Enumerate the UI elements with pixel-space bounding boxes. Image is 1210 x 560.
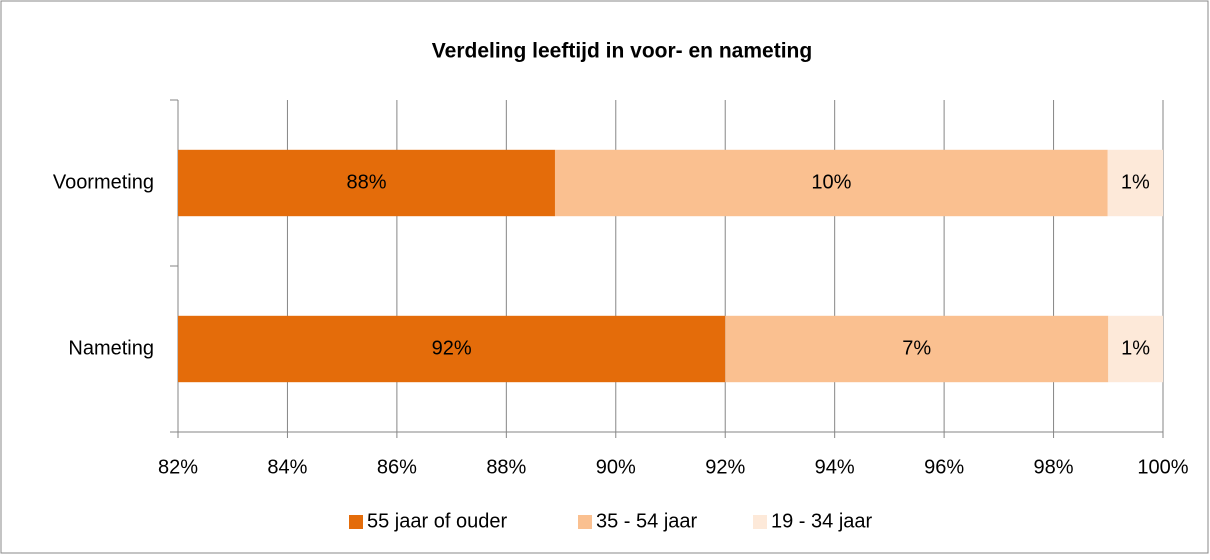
bar-segment — [178, 149, 555, 217]
legend-swatch — [753, 515, 767, 529]
data-label: 88% — [346, 171, 386, 193]
x-tick-label: 88% — [486, 456, 526, 478]
legend-label: 55 jaar of ouder — [367, 510, 507, 532]
data-label: 10% — [811, 171, 851, 193]
legend-label: 35 - 54 jaar — [596, 510, 698, 532]
x-tick-label: 86% — [377, 456, 417, 478]
legend-label: 19 - 34 jaar — [771, 510, 873, 532]
bar-segment — [1107, 149, 1163, 217]
legend-swatch — [578, 515, 592, 529]
x-tick-label: 84% — [267, 456, 307, 478]
data-label: 7% — [902, 337, 931, 359]
data-label: 1% — [1121, 337, 1150, 359]
bar-segment — [725, 315, 1109, 383]
y-tick-label: Voormeting — [53, 171, 154, 193]
x-tick-label: 96% — [924, 456, 964, 478]
chart-title: Verdeling leeftijd in voor- en nameting — [432, 40, 812, 63]
x-tick-label: 94% — [815, 456, 855, 478]
x-tick-label: 82% — [158, 456, 198, 478]
x-tick-label: 98% — [1034, 456, 1074, 478]
x-tick-label: 90% — [596, 456, 636, 478]
y-tick-label: Nameting — [68, 337, 154, 359]
bar-segment — [554, 149, 1108, 217]
bar-segment — [178, 315, 726, 383]
x-tick-label: 100% — [1137, 456, 1188, 478]
data-label: 92% — [432, 337, 472, 359]
legend-swatch — [349, 515, 363, 529]
bar-segment — [1108, 315, 1163, 383]
x-tick-label: 92% — [705, 456, 745, 478]
data-label: 1% — [1121, 171, 1150, 193]
